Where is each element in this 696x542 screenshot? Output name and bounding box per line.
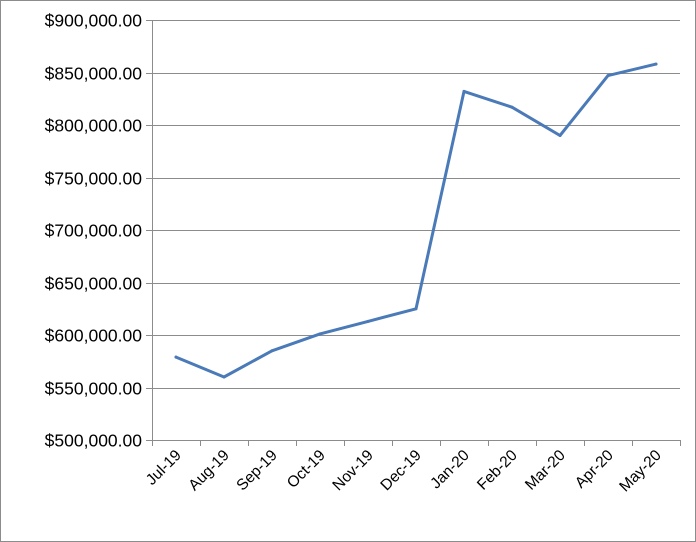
x-tick-label: Aug-19 xyxy=(185,447,232,494)
x-tick-label: Jan-20 xyxy=(427,447,473,493)
data-point xyxy=(318,332,322,336)
data-point xyxy=(414,307,418,311)
x-tick-label: Dec-19 xyxy=(377,447,424,494)
x-tick-label: May-20 xyxy=(616,447,665,496)
y-tick-label: $650,000.00 xyxy=(45,274,143,294)
data-point xyxy=(510,105,514,109)
data-point xyxy=(558,134,562,137)
series-line xyxy=(174,62,658,379)
x-tick-label: Nov-19 xyxy=(329,447,376,494)
x-tick-label: Jul-19 xyxy=(143,447,185,489)
y-tick-label: $900,000.00 xyxy=(45,11,143,31)
data-point xyxy=(606,74,610,78)
y-tick-label: $600,000.00 xyxy=(45,326,143,346)
y-tick-label: $500,000.00 xyxy=(45,431,143,451)
y-tick-label: $700,000.00 xyxy=(45,221,143,241)
y-tick-label: $800,000.00 xyxy=(45,116,143,136)
x-tick-label: Mar-20 xyxy=(522,447,569,494)
data-point xyxy=(270,349,274,353)
y-tick-label: $750,000.00 xyxy=(45,169,143,189)
data-point xyxy=(654,62,658,66)
x-tick-label: Feb-20 xyxy=(474,447,521,494)
series-layer xyxy=(174,62,658,379)
data-point xyxy=(174,355,178,359)
x-axis-tick-labels: Jul-19 Aug-19 Sep-19 Oct-19 Nov-19 Dec-19 Jan-… xyxy=(143,447,665,496)
gridlines xyxy=(152,20,680,389)
x-tick-label: Apr-20 xyxy=(572,447,617,492)
y-tick-label: $550,000.00 xyxy=(45,379,143,399)
data-point xyxy=(366,319,370,323)
axes xyxy=(146,20,681,446)
x-tick-label: Sep-19 xyxy=(233,447,280,494)
data-point xyxy=(462,89,466,93)
x-tick-label: Oct-19 xyxy=(284,447,329,492)
y-tick-label: $850,000.00 xyxy=(45,64,143,84)
y-axis-tick-labels: $500,000.00 $550,000.00 $600,000.00 $650,00… xyxy=(45,11,143,451)
data-point xyxy=(222,375,226,379)
